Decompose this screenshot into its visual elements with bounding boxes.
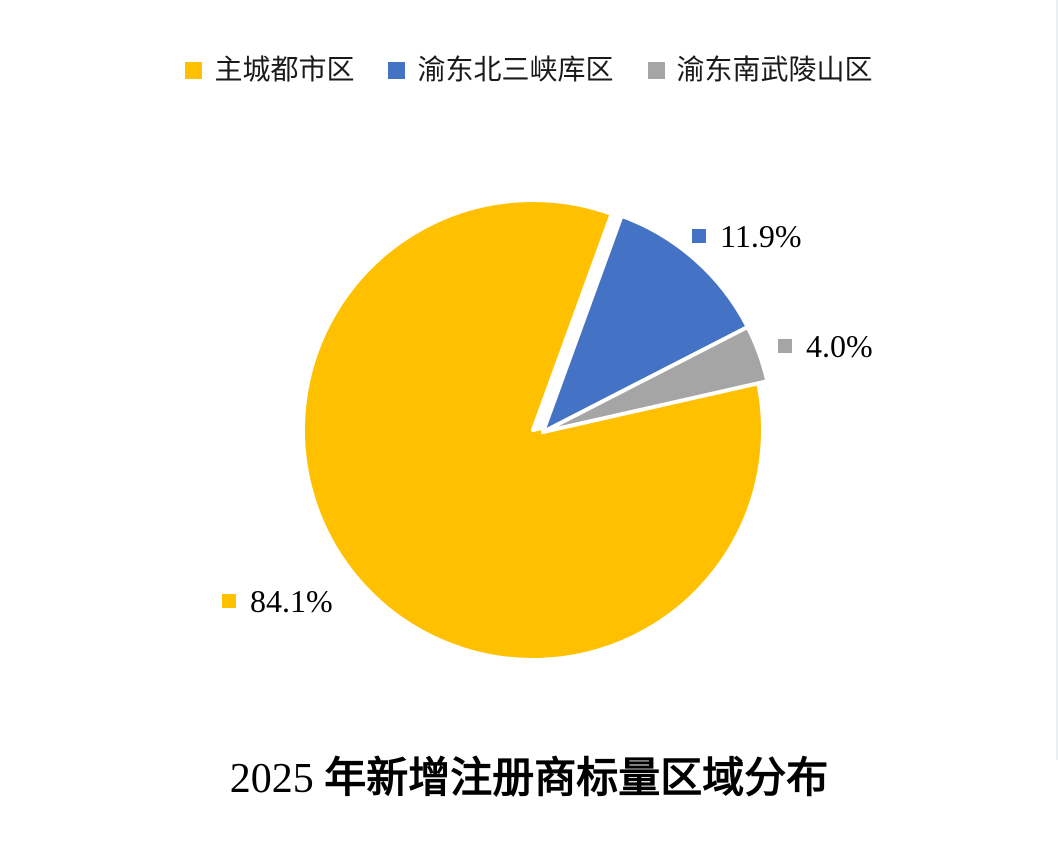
legend-swatch-southeast <box>647 61 665 79</box>
legend-label-northeast: 渝东北三峡库区 <box>417 53 614 86</box>
legend-item-southeast: 渝东南武陵山区 <box>647 50 873 90</box>
legend-item-main-urban: 主城都市区 <box>185 50 354 90</box>
chart-title-text: 年新增注册商标量区域分布 <box>324 753 829 802</box>
chart-title: 2025 年新增注册商标量区域分布 <box>0 750 1058 807</box>
chart-title-year: 2025 <box>229 756 314 802</box>
label-marker-main-urban <box>222 594 236 608</box>
legend-label-southeast: 渝东南武陵山区 <box>676 53 873 86</box>
legend-swatch-main-urban <box>185 61 203 79</box>
legend-label-main-urban: 主城都市区 <box>214 53 355 86</box>
right-edge-line <box>1056 0 1058 760</box>
label-northeast: 11.9% <box>720 218 801 254</box>
label-southeast: 4.0% <box>806 328 873 364</box>
legend-swatch-northeast <box>388 61 406 79</box>
legend-item-northeast: 渝东北三峡库区 <box>388 50 614 90</box>
label-marker-southeast <box>778 339 792 353</box>
label-marker-northeast <box>692 229 706 243</box>
slice-northeast <box>541 213 750 434</box>
slice-main-urban <box>301 198 765 662</box>
slice-southeast <box>541 325 770 434</box>
label-main-urban: 84.1% <box>250 583 333 619</box>
chart-legend: 主城都市区 渝东北三峡库区 渝东南武陵山区 <box>0 50 1058 90</box>
